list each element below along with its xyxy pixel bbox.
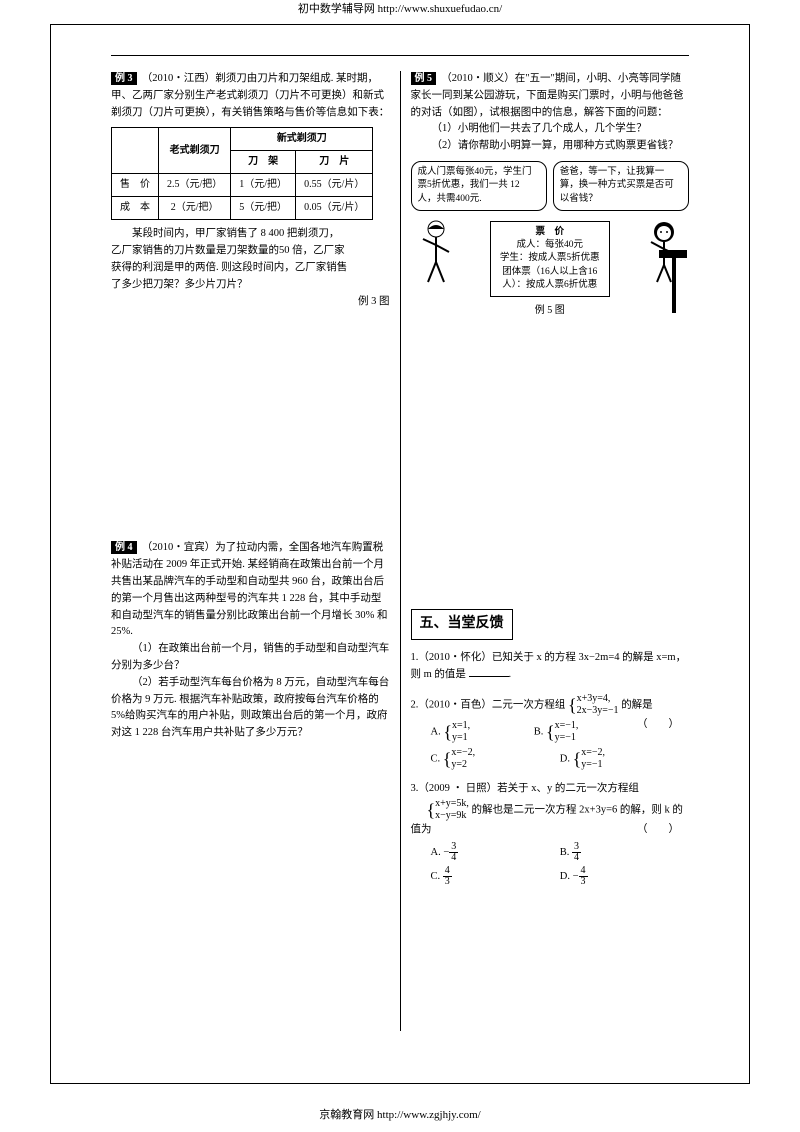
ex3-source: （2010・江西）剃须刀由刀片和刀架组成. 某时期，甲、乙两厂家分别生产老式剃须… — [111, 73, 389, 118]
ex3-caption: 例 3 图 — [111, 294, 390, 311]
ex3-badge: 例 3 — [111, 72, 137, 85]
feedback-q3: 3.（2009 ・ 日照）若关于 x、y 的二元一次方程组 {x+y=5k,x−… — [411, 781, 690, 887]
th-new: 新式剃须刀 — [231, 128, 373, 151]
r2-old: 2（元/把） — [159, 197, 231, 220]
fq2-text: 2.（2010・百色）二元一次方程组 — [411, 700, 566, 711]
th-frame: 刀 架 — [231, 151, 296, 174]
th-old: 老式剃须刀 — [159, 128, 231, 174]
r2-label: 成 本 — [112, 197, 159, 220]
fq3-D: D. — [560, 871, 570, 882]
column-divider — [400, 71, 401, 1031]
ex5-source: （2010・顺义）在"五一"期间，小明、小亮等同学随家长一同到某公园游玩，下面是… — [411, 73, 684, 118]
example-5: 例 5 （2010・顺义）在"五一"期间，小明、小亮等同学随家长一同到某公园游玩… — [411, 71, 690, 319]
fq3-B: B. — [560, 847, 570, 858]
fq3-Cd: 3 — [443, 877, 452, 887]
left-column: 例 3 （2010・江西）剃须刀由刀片和刀架组成. 某时期，甲、乙两厂家分别生产… — [111, 71, 390, 1031]
fq2-A: A. — [431, 727, 441, 738]
r2-frame: 5（元/把） — [231, 197, 296, 220]
bubble-left: 成人门票每张40元，学生门票5折优惠，我们一共 12 人，共需400元. — [411, 161, 547, 211]
header-site: 初中数学辅导网 — [298, 3, 375, 15]
fq2-eq1: x+3y=4, — [577, 693, 611, 704]
fq2-Deq1: x=−2, — [581, 747, 605, 758]
feedback-q1: 1.（2010・怀化）已知关于 x 的方程 3x−2m=4 的解是 x=m，则 … — [411, 650, 690, 684]
ex5-q1: （1）小明他们一共去了几个成人，几个学生？ — [411, 121, 690, 138]
ex4-badge: 例 4 — [111, 541, 137, 554]
fq2-Ceq1: x=−2, — [451, 747, 475, 758]
fq1-text: 1.（2010・怀化）已知关于 x 的方程 3x−2m=4 的解是 x=m，则 … — [411, 652, 687, 680]
example-3: 例 3 （2010・江西）剃须刀由刀片和刀架组成. 某时期，甲、乙两厂家分别生产… — [111, 71, 390, 310]
fq1-suffix: . — [509, 669, 512, 680]
ex4-q1: （1）在政策出台前一个月，销售的手动型和自动型汽车分别为多少台？ — [111, 641, 390, 675]
fq3-Dd: 3 — [579, 877, 588, 887]
fq2-B: B. — [534, 727, 544, 738]
price-box: 票 价 成人：每张40元 学生：按成人票5折优惠 团体票（16人以上含16人）：… — [490, 221, 610, 297]
header-url[interactable]: http://www.shuxuefudao.cn/ — [378, 3, 503, 15]
r1-old: 2.5（元/把） — [159, 174, 231, 197]
fq3-Bd: 4 — [572, 853, 581, 863]
price-adult: 成人：每张40元 — [497, 239, 603, 252]
dialogue: 成人门票每张40元，学生门票5折优惠，我们一共 12 人，共需400元. 爸爸，… — [411, 161, 690, 211]
fq2-suffix: 的解是 — [621, 700, 653, 711]
fq3-Ad: 4 — [449, 853, 458, 863]
ex5-badge: 例 5 — [411, 72, 437, 85]
fq2-D: D. — [560, 754, 570, 765]
r1-label: 售 价 — [112, 174, 159, 197]
r2-blade: 0.05（元/片） — [296, 197, 373, 220]
price-student: 学生：按成人票5折优惠 — [497, 252, 603, 265]
fq1-blank[interactable] — [469, 676, 509, 677]
ex5-caption: 例 5 图 — [411, 303, 690, 319]
right-column: 例 5 （2010・顺义）在"五一"期间，小明、小亮等同学随家长一同到某公园游玩… — [411, 71, 690, 1031]
fq2-paren: （ ） — [637, 717, 679, 734]
feedback-q2: 2.（2010・百色）二元一次方程组 {x+3y=4,2x−3y=−1 的解是 … — [411, 693, 690, 771]
razor-icon — [659, 250, 689, 320]
section-5-header: 五、当堂反馈 — [411, 609, 513, 639]
fq3-text: 3.（2009 ・ 日照）若关于 x、y 的二元一次方程组 — [411, 783, 639, 794]
th-blade: 刀 片 — [296, 151, 373, 174]
footer-url[interactable]: http://www.zgjhjy.com/ — [377, 1109, 481, 1121]
footer-site: 京翰教育网 — [319, 1109, 374, 1121]
person-left — [411, 217, 486, 294]
fq2-Beq1: x=−1, — [555, 720, 579, 731]
r1-frame: 1（元/把） — [231, 174, 296, 197]
fq2-Aeq1: x=1, — [452, 720, 470, 731]
example-4: 例 4 （2010・宜宾）为了拉动内需，全国各地汽车购置税补贴活动在 2009 … — [111, 540, 390, 742]
fq3-eq2: x−y=9k — [435, 810, 466, 821]
fq3-C: C. — [431, 871, 441, 882]
fq2-Aeq2: y=1 — [452, 732, 468, 743]
bubble-right: 爸爸，等一下，让我算一算，换一种方式买票是否可以省钱？ — [553, 161, 689, 211]
ex3-table: 老式剃须刀 新式剃须刀 刀 架 刀 片 售 价 2.5（元/把） 1（元/把） … — [111, 127, 373, 220]
fq3-eq1: x+y=5k, — [435, 798, 469, 809]
fq3-A: A. — [431, 847, 441, 858]
fq3-paren: （ ） — [637, 822, 679, 839]
ex4-text: （2010・宜宾）为了拉动内需，全国各地汽车购置税补贴活动在 2009 年正式开… — [111, 542, 388, 637]
fq2-Beq2: y=−1 — [555, 732, 576, 743]
price-group: 团体票（16人以上含16人）：按成人票6折优惠 — [497, 266, 603, 293]
fq2-C: C. — [431, 754, 441, 765]
price-title: 票 价 — [497, 226, 603, 239]
fq2-eq2: 2x−3y=−1 — [577, 705, 619, 716]
ex4-q2: （2）若手动型汽车每台价格为 8 万元，自动型汽车每台价格为 9 万元. 根据汽… — [111, 675, 390, 742]
fq2-Ceq2: y=2 — [451, 759, 467, 770]
fq2-Deq2: y=−1 — [581, 759, 602, 770]
ex3-body: 某段时间内，甲厂家销售了 8 400 把剃须刀，乙厂家销售的刀片数量是刀架数量的… — [111, 226, 390, 293]
ex5-q2: （2）请你帮助小明算一算，用哪种方式购票更省钱？ — [411, 138, 690, 155]
r1-blade: 0.55（元/片） — [296, 174, 373, 197]
